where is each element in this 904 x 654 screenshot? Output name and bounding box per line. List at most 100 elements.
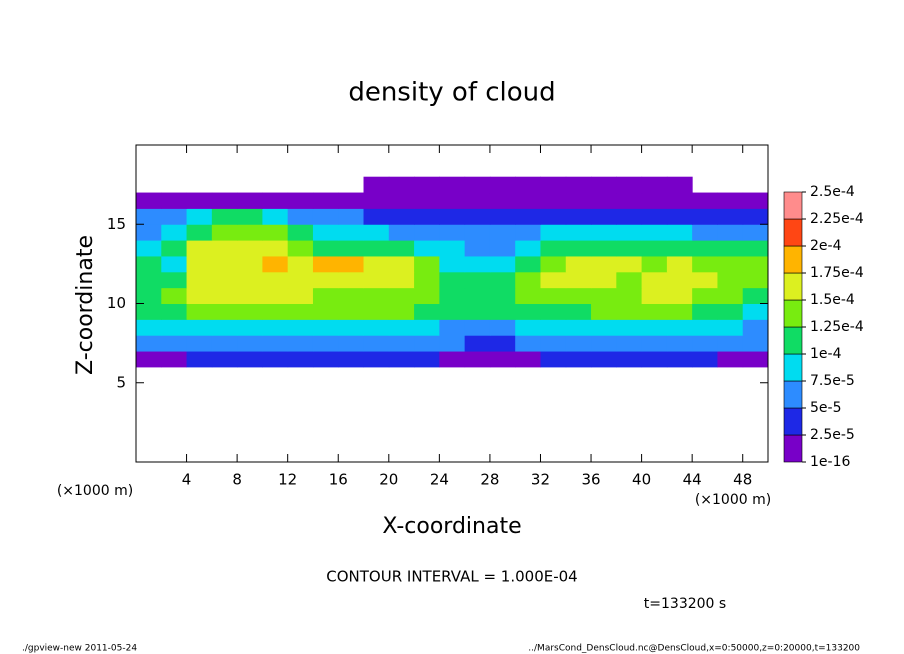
heatmap-cell bbox=[591, 240, 617, 257]
heatmap-cell bbox=[312, 271, 339, 289]
heatmap-cell bbox=[211, 192, 238, 209]
heatmap-cell bbox=[136, 287, 162, 304]
heatmap-cell bbox=[414, 287, 440, 304]
heatmap-cell bbox=[161, 271, 188, 289]
heatmap-cell bbox=[363, 255, 390, 273]
heatmap-cell bbox=[287, 224, 314, 241]
heatmap-cell bbox=[136, 208, 162, 225]
heatmap-cell bbox=[262, 240, 289, 257]
heatmap-cell bbox=[312, 303, 339, 320]
heatmap-cell bbox=[414, 208, 440, 225]
colorbar-box bbox=[783, 218, 803, 247]
heatmap-cell bbox=[211, 319, 238, 336]
heatmap-cell bbox=[666, 224, 693, 241]
heatmap-cell bbox=[211, 287, 238, 304]
heatmap-cell bbox=[591, 319, 617, 336]
colorbar-label: 2.25e-4 bbox=[810, 211, 864, 227]
y-tick-label: 15 bbox=[107, 215, 126, 233]
heatmap-cell bbox=[489, 319, 516, 336]
heatmap-cell bbox=[388, 271, 415, 289]
heatmap-cell bbox=[262, 255, 289, 273]
heatmap-cell bbox=[161, 224, 188, 241]
heatmap-cell bbox=[136, 192, 162, 209]
heatmap-cell bbox=[717, 240, 744, 257]
heatmap-cell bbox=[414, 303, 440, 320]
heatmap-cell bbox=[591, 192, 617, 209]
heatmap-cell bbox=[287, 271, 314, 289]
heatmap-cell bbox=[717, 319, 744, 336]
heatmap-cell bbox=[616, 287, 643, 304]
heatmap-cell bbox=[540, 176, 567, 194]
heatmap-cell bbox=[388, 176, 415, 194]
heatmap-cell bbox=[489, 287, 516, 304]
heatmap-cell bbox=[717, 192, 744, 209]
heatmap-cell bbox=[338, 192, 365, 209]
heatmap-cell bbox=[692, 240, 718, 257]
heatmap-cell bbox=[161, 208, 188, 225]
heatmap-cell bbox=[287, 240, 314, 257]
heatmap-cell bbox=[464, 271, 491, 289]
heatmap-cell bbox=[186, 351, 213, 368]
heatmap-cell bbox=[262, 224, 289, 241]
heatmap-cell bbox=[312, 192, 339, 209]
heatmap-cell bbox=[338, 351, 365, 368]
x-axis-title: X-coordinate bbox=[382, 514, 521, 539]
heatmap-cell bbox=[338, 287, 365, 304]
heatmap-cell bbox=[565, 176, 592, 194]
heatmap-cell bbox=[591, 351, 617, 368]
heatmap-cell bbox=[186, 271, 213, 289]
x-tick-label: 44 bbox=[683, 471, 702, 489]
contour-note: CONTOUR INTERVAL = 1.000E-04 bbox=[326, 568, 577, 586]
heatmap-cell bbox=[464, 287, 491, 304]
heatmap-cell bbox=[237, 287, 263, 304]
heatmap-cell bbox=[237, 351, 263, 368]
heatmap-cell bbox=[363, 240, 390, 257]
heatmap-cell bbox=[489, 255, 516, 273]
heatmap-cell bbox=[666, 271, 693, 289]
heatmap-cell bbox=[136, 271, 162, 289]
heatmap-cell bbox=[666, 192, 693, 209]
heatmap-cell bbox=[414, 176, 440, 194]
heatmap-cell bbox=[312, 208, 339, 225]
heatmap-cell bbox=[363, 224, 390, 241]
heatmap-cell bbox=[742, 240, 769, 257]
chart-title: density of cloud bbox=[348, 78, 555, 108]
heatmap-cell bbox=[489, 176, 516, 194]
heatmap-cell bbox=[591, 271, 617, 289]
heatmap-cell bbox=[161, 287, 188, 304]
colorbar-label: 2e-4 bbox=[810, 238, 842, 254]
heatmap-cell bbox=[338, 271, 365, 289]
x-tick-label: 40 bbox=[632, 471, 651, 489]
colorbar-label: 1.25e-4 bbox=[810, 319, 864, 335]
heatmap-cell bbox=[439, 192, 466, 209]
heatmap-cell bbox=[591, 208, 617, 225]
heatmap-cell bbox=[641, 351, 668, 368]
heatmap-cell bbox=[186, 303, 213, 320]
heatmap-cell bbox=[489, 351, 516, 368]
colorbar-label: 1e-4 bbox=[810, 346, 842, 362]
heatmap-cell bbox=[666, 287, 693, 304]
heatmap-cell bbox=[186, 240, 213, 257]
heatmap-cell bbox=[515, 303, 541, 320]
heatmap-cell bbox=[287, 208, 314, 225]
heatmap-cell bbox=[515, 224, 541, 241]
heatmap-cell bbox=[388, 335, 415, 352]
heatmap-cell bbox=[363, 335, 390, 352]
heatmap-cell bbox=[565, 240, 592, 257]
heatmap-cell bbox=[742, 287, 769, 304]
heatmap-cell bbox=[540, 240, 567, 257]
heatmap-cell bbox=[464, 240, 491, 257]
heatmap-cell bbox=[515, 240, 541, 257]
footer-left: ./gpview-new 2011-05-24 bbox=[22, 644, 137, 654]
heatmap-cell bbox=[136, 335, 162, 352]
heatmap-cell bbox=[515, 255, 541, 273]
heatmap-cells bbox=[136, 176, 769, 368]
heatmap-cell bbox=[489, 303, 516, 320]
heatmap-cell bbox=[414, 335, 440, 352]
heatmap-cell bbox=[414, 224, 440, 241]
heatmap-cell bbox=[641, 240, 668, 257]
x-tick-label: 48 bbox=[733, 471, 752, 489]
heatmap-cell bbox=[414, 192, 440, 209]
heatmap-cell bbox=[742, 192, 769, 209]
colorbar-box bbox=[783, 299, 803, 328]
